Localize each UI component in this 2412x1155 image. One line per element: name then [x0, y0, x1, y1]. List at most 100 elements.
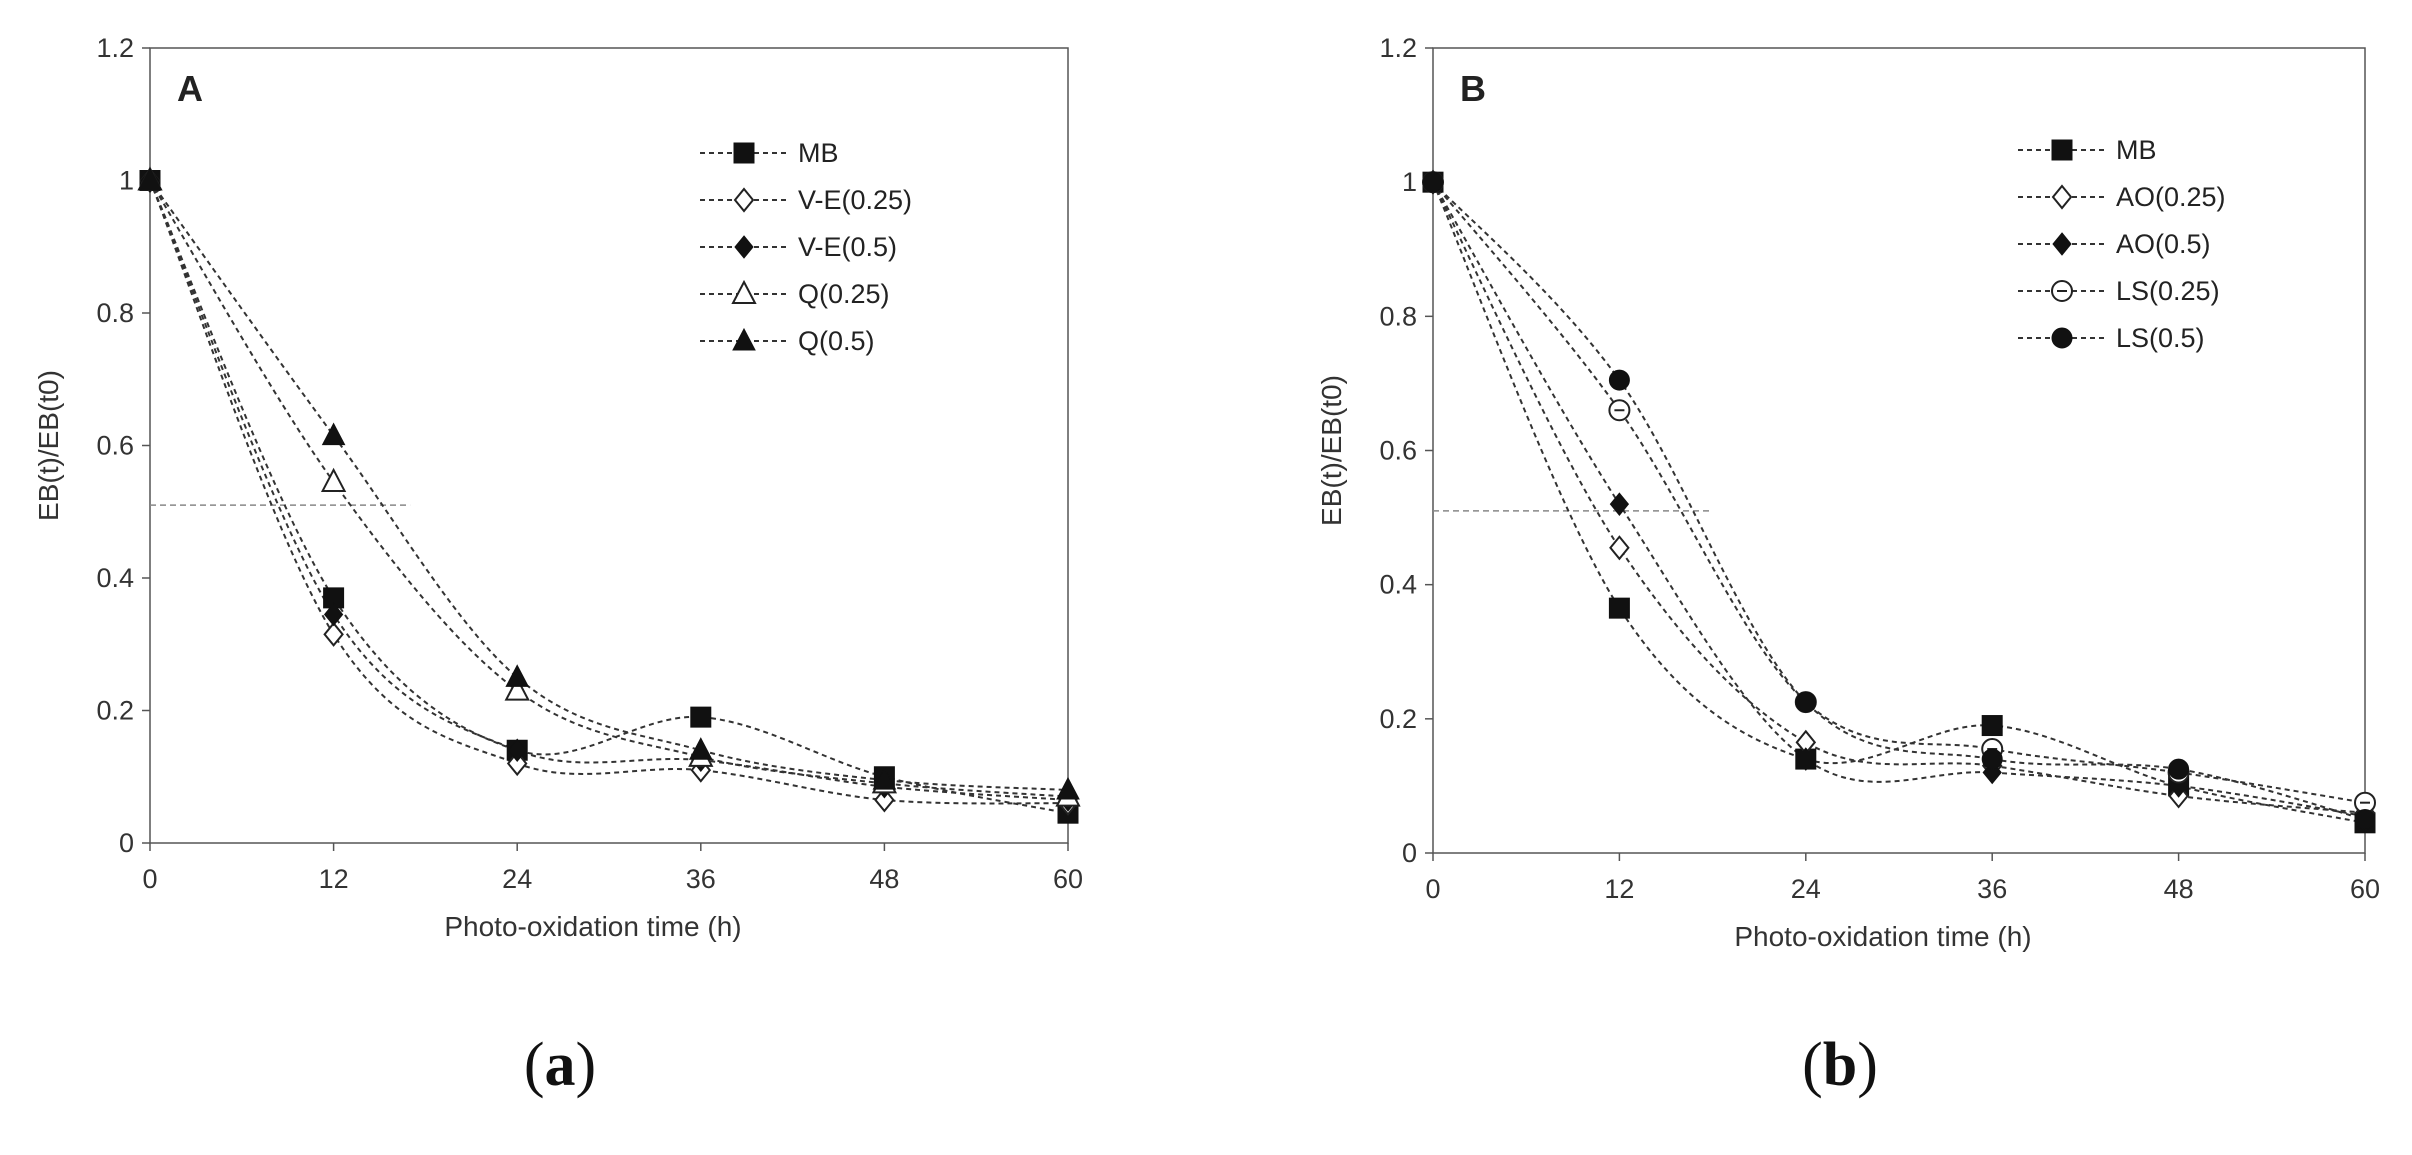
y-tick-label: 0.2 — [1379, 704, 1417, 734]
panel-letter: A — [177, 68, 203, 109]
data-point-q-0-5- — [1056, 776, 1080, 800]
y-tick-label: 1 — [119, 166, 134, 196]
y-tick-label: 1.2 — [96, 33, 134, 63]
x-tick-label: 60 — [2350, 874, 2380, 904]
x-tick-label: 48 — [2164, 874, 2194, 904]
series-line-ls-0-25- — [1432, 181, 2366, 804]
data-point-q-0-5- — [688, 737, 713, 760]
x-axis-title: Photo-oxidation time (h) — [1734, 921, 2031, 952]
x-tick-label: 48 — [869, 864, 899, 894]
x-tick-label: 0 — [142, 864, 157, 894]
data-point-ls-0-5- — [2354, 808, 2376, 830]
caption-letter: b — [1823, 1031, 1857, 1099]
x-tick-label: 24 — [502, 864, 532, 894]
x-tick-label: 24 — [1791, 874, 1821, 904]
data-point-ls-0-5- — [1608, 369, 1630, 391]
caption-close-paren: ) — [1857, 1031, 1878, 1099]
data-point-mb — [1981, 715, 2003, 737]
legend-label-v-e-0-5-: V-E(0.5) — [798, 232, 897, 262]
legend-marker-mb — [2051, 139, 2073, 161]
panel-letter: B — [1460, 68, 1486, 109]
data-point-q-0-5- — [321, 422, 346, 446]
data-point-q-0-25- — [320, 467, 347, 492]
data-point-v-e-0-25- — [323, 621, 344, 647]
x-axis-title: Photo-oxidation time (h) — [444, 911, 741, 942]
y-tick-label: 0.4 — [96, 563, 134, 593]
data-point-ls-0-5- — [1422, 171, 1444, 193]
caption-letter: a — [545, 1031, 576, 1099]
data-point-ao-0-25- — [1609, 535, 1630, 561]
legend-label-ls-0-5-: LS(0.5) — [2116, 323, 2205, 353]
data-point-ao-0-5- — [1609, 492, 1630, 516]
y-tick-label: 0.6 — [96, 431, 134, 461]
data-point-ao-0-5- — [1796, 747, 1816, 771]
data-point-ls-0-25- — [1608, 399, 1631, 422]
legend-label-ls-0-25-: LS(0.25) — [2116, 276, 2220, 306]
caption-close-paren: ) — [576, 1031, 597, 1099]
data-point-q-0-5- — [138, 167, 162, 190]
legend-label-q-0-25-: Q(0.25) — [798, 279, 890, 309]
legend-marker-v-e-0-5- — [734, 235, 754, 259]
data-point-q-0-25- — [504, 676, 530, 701]
data-point-q-0-5- — [505, 664, 530, 687]
y-tick-label: 0.8 — [96, 298, 134, 328]
x-tick-label: 60 — [1053, 864, 1083, 894]
legend-marker-q-0-25- — [731, 279, 757, 304]
data-point-mb — [690, 706, 712, 728]
legend-label-v-e-0-25-: V-E(0.25) — [798, 185, 912, 215]
series-line-v-e-0-5- — [149, 180, 1069, 801]
y-axis-title: EB(t)/EB(t0) — [1316, 375, 1347, 526]
series-line-q-0-25- — [149, 179, 1069, 798]
data-point-v-e-0-5- — [507, 738, 527, 763]
series-line-v-e-0-25- — [149, 180, 1069, 805]
figure-caption-a: (a) — [524, 1031, 596, 1099]
y-tick-label: 1.2 — [1379, 33, 1417, 63]
data-point-ls-0-5- — [1981, 748, 2003, 770]
legend-marker-v-e-0-25- — [733, 187, 755, 213]
legend-marker-ls-0-25- — [2051, 280, 2073, 302]
y-tick-label: 0.2 — [96, 696, 134, 726]
y-tick-label: 0.6 — [1379, 436, 1417, 466]
y-tick-label: 1 — [1402, 167, 1417, 197]
caption-open-paren: ( — [1802, 1031, 1823, 1099]
y-tick-label: 0 — [119, 828, 134, 858]
data-point-v-e-0-25- — [506, 750, 528, 777]
x-tick-label: 12 — [1604, 874, 1634, 904]
y-axis-title: EB(t)/EB(t0) — [33, 370, 64, 521]
chart-panel-a: 0 0.2 0.4 0.6 0.8 1 1.2 0 12 24 36 48 60 Photo-oxidat… — [33, 33, 1083, 942]
data-point-q-0-5- — [872, 766, 897, 790]
figure-caption-b: (b) — [1802, 1031, 1878, 1099]
y-tick-label: 0.8 — [1379, 301, 1417, 331]
y-tick-label: 0.4 — [1379, 570, 1417, 600]
series-line-ls-0-5- — [1432, 181, 2366, 821]
caption-open-paren: ( — [524, 1031, 545, 1099]
x-tick-label: 12 — [319, 864, 349, 894]
legend-marker-q-0-5- — [732, 327, 756, 351]
data-point-v-e-0-5- — [323, 602, 344, 627]
x-tick-label: 36 — [1977, 874, 2007, 904]
legend-marker-ls-0-5- — [2051, 327, 2073, 349]
legend-label-ao-0-25-: AO(0.25) — [2116, 182, 2226, 212]
series-line-ao-0-25- — [1432, 181, 2366, 814]
legend-marker-ao-0-25- — [2051, 184, 2073, 210]
data-point-v-e-0-25- — [874, 787, 895, 813]
x-tick-label: 0 — [1425, 874, 1440, 904]
legend-label-mb: MB — [798, 138, 839, 168]
series-line-ao-0-5- — [1432, 181, 2366, 818]
series-line-q-0-5- — [149, 179, 1069, 791]
data-point-ls-0-5- — [1795, 691, 1817, 713]
legend-label-mb: MB — [2116, 135, 2157, 165]
legend-marker-mb — [733, 142, 755, 164]
x-tick-label: 36 — [686, 864, 716, 894]
data-point-ls-0-5- — [2168, 758, 2190, 780]
data-point-mb — [1608, 597, 1630, 619]
legend-label-q-0-5-: Q(0.5) — [798, 326, 875, 356]
plot-frame — [1432, 47, 2366, 854]
series-line-mb — [149, 180, 1069, 815]
series-line-mb — [1432, 181, 2366, 824]
plot-frame — [149, 47, 1069, 844]
legend-label-ao-0-5-: AO(0.5) — [2116, 229, 2211, 259]
y-tick-label: 0 — [1402, 838, 1417, 868]
chart-panel-b: 0 0.2 0.4 0.6 0.8 1 1.2 0 12 24 36 48 60 Photo-oxidat… — [1316, 33, 2380, 952]
